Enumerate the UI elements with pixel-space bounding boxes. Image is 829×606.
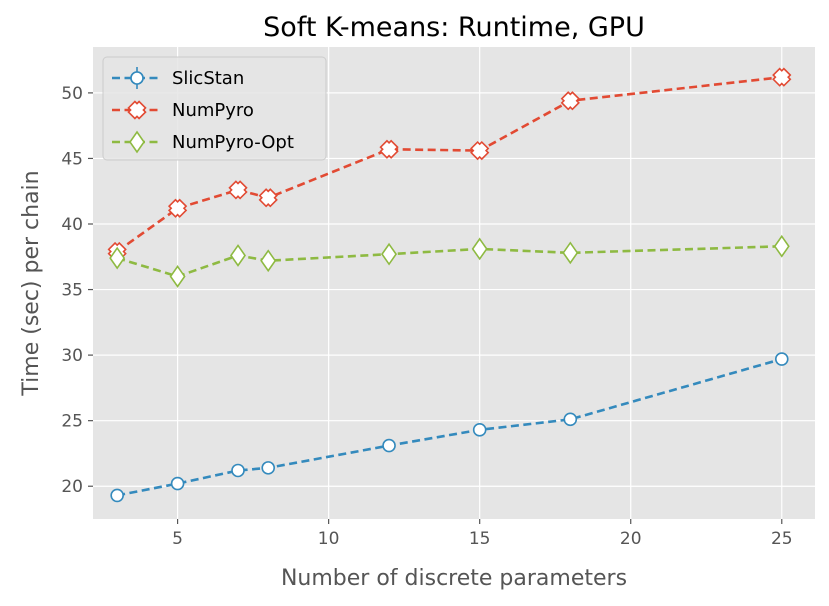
legend-marker bbox=[127, 100, 147, 120]
legend-label: NumPyro-Opt bbox=[172, 132, 294, 153]
chart-title: Soft K-means: Runtime, GPU bbox=[263, 12, 645, 43]
data-point bbox=[562, 241, 579, 265]
data-point bbox=[563, 412, 578, 427]
legend-item: NumPyro bbox=[112, 100, 254, 121]
data-point bbox=[169, 265, 186, 288]
data-point bbox=[261, 461, 276, 475]
legend-item: SlicStan bbox=[112, 67, 244, 89]
y-tick-label: 20 bbox=[61, 477, 83, 497]
legend-marker bbox=[129, 130, 145, 154]
x-axis-label: Number of discrete parameters bbox=[281, 566, 627, 591]
series-line bbox=[116, 75, 782, 253]
data-point bbox=[231, 463, 245, 478]
legend-marker bbox=[130, 71, 144, 85]
data-point bbox=[379, 139, 399, 159]
data-point bbox=[110, 488, 124, 503]
y-tick-label: 25 bbox=[61, 412, 83, 432]
legend-box bbox=[102, 56, 327, 161]
data-point bbox=[472, 423, 487, 437]
y-tick-label: 35 bbox=[61, 281, 83, 301]
data-point bbox=[471, 237, 488, 261]
data-point bbox=[470, 140, 490, 161]
data-point bbox=[109, 246, 126, 270]
series-line bbox=[116, 357, 783, 497]
data-point bbox=[230, 244, 246, 267]
x-tick-label: 10 bbox=[318, 529, 340, 549]
series-layer bbox=[107, 67, 792, 503]
data-point bbox=[382, 438, 396, 453]
series-numpyro-opt bbox=[109, 234, 790, 288]
data-point bbox=[167, 198, 188, 218]
ticks: 5 10 15 20 25 20 25 30 35 40 45 50 bbox=[61, 84, 792, 549]
data-point bbox=[560, 91, 580, 111]
series-slicstan bbox=[110, 352, 789, 503]
data-point bbox=[170, 476, 185, 491]
x-tick-label: 20 bbox=[620, 529, 642, 549]
data-point bbox=[260, 249, 277, 273]
y-axis-label: Time (sec) per chain bbox=[19, 170, 44, 396]
series-line bbox=[116, 244, 782, 278]
data-point bbox=[772, 67, 792, 87]
x-tick-label: 15 bbox=[469, 529, 491, 549]
legend-label: SlicStan bbox=[172, 68, 244, 89]
data-point bbox=[773, 234, 790, 258]
y-tick-label: 50 bbox=[61, 84, 83, 104]
grid bbox=[93, 47, 815, 519]
data-point bbox=[381, 242, 398, 266]
y-tick-label: 40 bbox=[61, 215, 83, 235]
y-tick-label: 30 bbox=[61, 346, 83, 366]
data-point bbox=[774, 352, 789, 366]
y-tick-label: 45 bbox=[61, 149, 83, 169]
legend: SlicStan NumPyro NumPyro-Opt bbox=[102, 56, 327, 161]
legend-item: NumPyro-Opt bbox=[112, 130, 294, 154]
data-point bbox=[228, 180, 248, 200]
data-point bbox=[258, 188, 278, 208]
x-tick-label: 5 bbox=[172, 529, 183, 549]
x-tick-label: 25 bbox=[771, 529, 793, 549]
legend-label: NumPyro bbox=[172, 100, 254, 121]
